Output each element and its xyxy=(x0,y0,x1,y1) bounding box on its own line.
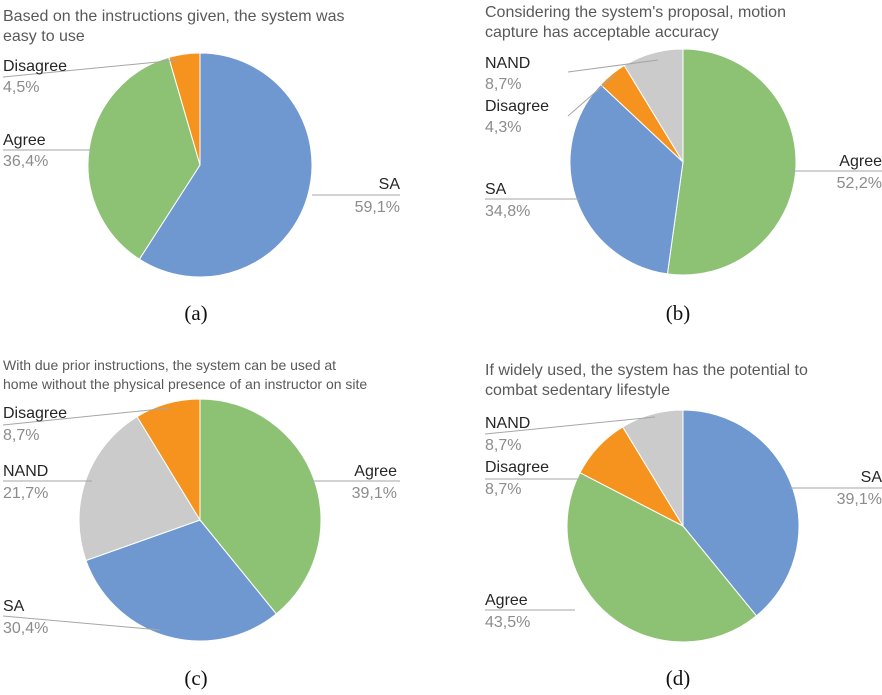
chart-d-leader-nand xyxy=(484,416,656,435)
chart-c-label-agree: Agree xyxy=(354,463,397,480)
chart-a-label-disagree: Disagree xyxy=(3,58,67,75)
chart-b-label-agree: Agree xyxy=(839,153,882,170)
chart-b-title-line-2: capture has acceptable accuracy xyxy=(485,24,719,41)
chart-b-leader-nand xyxy=(567,59,659,73)
chart-d-value-nand: 8,7% xyxy=(485,437,521,454)
chart-a-value-agree: 36,4% xyxy=(3,153,48,170)
chart-d-pie xyxy=(566,409,800,643)
chart-c-label-disagree: Disagree xyxy=(3,405,67,422)
chart-d-value-agree: 43,5% xyxy=(485,614,530,631)
chart-c-slice-agree xyxy=(199,398,322,615)
chart-c-value-sa: 30,4% xyxy=(3,620,48,637)
chart-c-value-nand: 21,7% xyxy=(3,485,48,502)
chart-b-value-disagree: 4,3% xyxy=(485,119,521,136)
chart-d-caption: (d) xyxy=(666,666,691,690)
chart-b: Considering the system's proposal, motio… xyxy=(485,4,882,325)
chart-a-label-sa: SA xyxy=(379,176,401,193)
chart-d-value-sa: 39,1% xyxy=(837,491,882,508)
chart-a-pie xyxy=(87,52,313,278)
chart-b-caption: (b) xyxy=(666,301,691,325)
chart-c-title-line-1: With due prior instructions, the system … xyxy=(3,357,336,373)
chart-b-value-nand: 8,7% xyxy=(485,76,521,93)
chart-b-slice-sa xyxy=(569,83,684,275)
chart-a-slice-disagree xyxy=(168,52,201,166)
chart-d-label-disagree: Disagree xyxy=(485,459,549,476)
chart-c-value-disagree: 8,7% xyxy=(3,427,39,444)
chart-a-caption: (a) xyxy=(184,301,207,325)
chart-c-caption: (c) xyxy=(184,666,207,690)
chart-c-title-line-2: home without the physical presence of an… xyxy=(3,376,367,392)
chart-a-title-line-1: Based on the instructions given, the sys… xyxy=(3,8,345,25)
chart-c: With due prior instructions, the system … xyxy=(2,357,400,690)
chart-c-slice-disagree xyxy=(136,398,201,522)
chart-b-value-sa: 34,8% xyxy=(485,203,530,220)
chart-d-label-agree: Agree xyxy=(485,592,528,609)
chart-b-label-nand: NAND xyxy=(485,55,530,72)
chart-b-slice-nand xyxy=(623,48,684,164)
chart-a-label-agree: Agree xyxy=(3,132,46,149)
chart-b-label-sa: SA xyxy=(485,181,507,198)
chart-b-label-disagree: Disagree xyxy=(485,98,549,115)
chart-b-pie xyxy=(569,48,797,276)
chart-b-leader-disagree xyxy=(567,74,616,117)
chart-c-leader-disagree xyxy=(2,407,171,426)
chart-d-value-disagree: 8,7% xyxy=(485,481,521,498)
chart-a-leader-disagree xyxy=(2,59,179,78)
chart-a: Based on the instructions given, the sys… xyxy=(2,8,401,325)
chart-d-label-nand: NAND xyxy=(485,415,530,432)
chart-b-slice-agree xyxy=(666,48,797,276)
chart-d: If widely used, the system has the poten… xyxy=(484,362,882,690)
chart-d-title-line-2: combat sedentary lifestyle xyxy=(485,382,670,399)
chart-d-slice-nand xyxy=(622,409,684,528)
chart-d-slice-agree xyxy=(566,472,758,643)
chart-a-value-disagree: 4,5% xyxy=(3,79,39,96)
chart-b-value-agree: 52,2% xyxy=(837,175,882,192)
chart-a-slice-sa xyxy=(138,52,313,278)
chart-c-pie xyxy=(78,398,322,642)
chart-a-value-sa: 59,1% xyxy=(355,199,400,216)
chart-c-leader-sa xyxy=(2,615,161,631)
chart-c-label-nand: NAND xyxy=(3,463,48,480)
chart-c-label-sa: SA xyxy=(3,598,25,615)
chart-d-title-line-1: If widely used, the system has the poten… xyxy=(485,362,808,379)
chart-c-value-agree: 39,1% xyxy=(352,485,397,502)
chart-d-slice-sa xyxy=(682,409,800,617)
chart-c-slice-nand xyxy=(78,415,201,562)
chart-a-slice-agree xyxy=(87,56,201,260)
chart-b-title-line-1: Considering the system's proposal, motio… xyxy=(485,4,786,21)
chart-a-title-line-2: easy to use xyxy=(3,28,85,45)
chart-d-label-sa: SA xyxy=(861,469,882,486)
chart-c-slice-sa xyxy=(85,519,278,642)
